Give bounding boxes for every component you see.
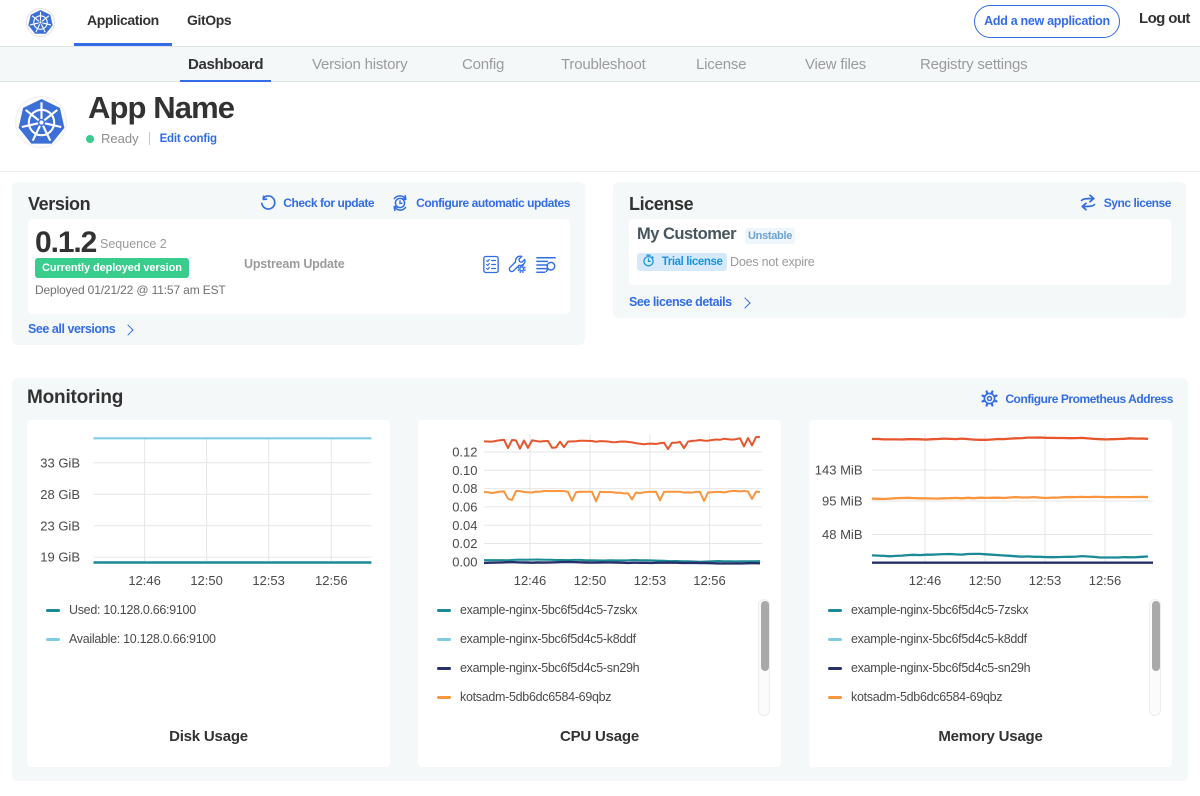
svg-text:0.12: 0.12 — [452, 445, 477, 460]
svg-text:12:53: 12:53 — [252, 573, 285, 588]
svg-text:12:50: 12:50 — [190, 573, 223, 588]
svg-text:28 GiB: 28 GiB — [40, 487, 80, 502]
svg-text:48 MiB: 48 MiB — [822, 527, 862, 542]
svg-text:12:56: 12:56 — [1089, 573, 1122, 588]
svg-text:0.04: 0.04 — [452, 518, 477, 533]
svg-text:12:46: 12:46 — [514, 573, 547, 588]
svg-text:12:56: 12:56 — [315, 573, 348, 588]
svg-text:12:53: 12:53 — [1029, 573, 1062, 588]
svg-text:12:46: 12:46 — [128, 573, 161, 588]
svg-text:0.06: 0.06 — [452, 500, 477, 515]
svg-text:23 GiB: 23 GiB — [40, 518, 80, 533]
svg-text:0.10: 0.10 — [452, 463, 477, 478]
svg-text:19 GiB: 19 GiB — [40, 550, 80, 565]
svg-text:0.00: 0.00 — [452, 554, 477, 569]
svg-text:95 MiB: 95 MiB — [822, 494, 862, 509]
svg-text:143 MiB: 143 MiB — [815, 463, 863, 478]
svg-text:12:56: 12:56 — [693, 573, 726, 588]
svg-text:12:50: 12:50 — [574, 573, 607, 588]
svg-text:12:53: 12:53 — [634, 573, 667, 588]
svg-text:12:46: 12:46 — [909, 573, 942, 588]
svg-text:0.02: 0.02 — [452, 536, 477, 551]
svg-text:0.08: 0.08 — [452, 481, 477, 496]
svg-text:12:50: 12:50 — [969, 573, 1002, 588]
svg-text:33 GiB: 33 GiB — [40, 455, 80, 470]
